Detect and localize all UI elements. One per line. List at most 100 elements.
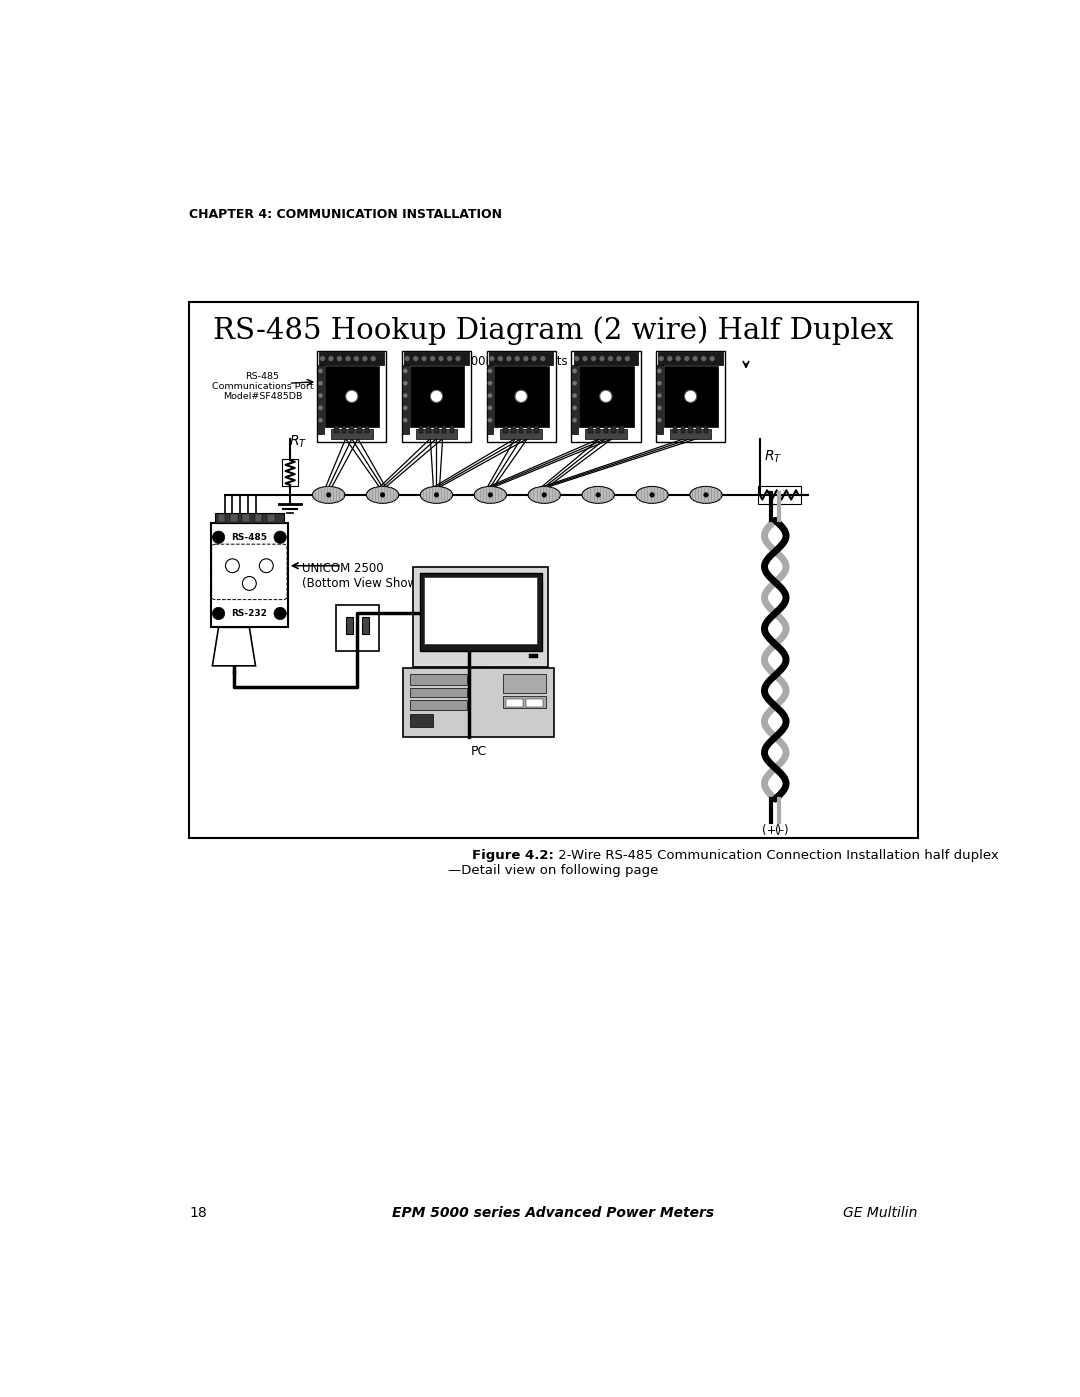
Bar	[511, 426, 516, 433]
Circle shape	[328, 356, 334, 362]
Circle shape	[591, 356, 596, 362]
Circle shape	[488, 369, 492, 373]
Circle shape	[274, 608, 286, 620]
Bar	[495, 366, 549, 427]
Circle shape	[488, 381, 492, 386]
Circle shape	[650, 493, 654, 497]
Bar	[527, 426, 531, 433]
Bar	[330, 429, 373, 439]
Bar	[419, 573, 542, 651]
Bar	[341, 426, 347, 433]
Bar	[434, 426, 438, 433]
Bar	[404, 352, 469, 365]
Circle shape	[405, 356, 410, 362]
Bar	[457, 678, 503, 683]
Bar	[267, 514, 274, 522]
Circle shape	[403, 393, 407, 398]
Bar	[414, 567, 549, 666]
Bar	[218, 514, 226, 522]
Bar	[670, 429, 712, 439]
Bar	[211, 524, 288, 627]
Circle shape	[213, 608, 225, 620]
Circle shape	[704, 493, 708, 497]
Bar	[503, 426, 508, 433]
Bar	[350, 426, 354, 433]
Circle shape	[353, 356, 359, 362]
Bar	[518, 426, 524, 433]
Ellipse shape	[366, 486, 399, 503]
Bar	[656, 351, 725, 441]
Circle shape	[572, 393, 577, 398]
Polygon shape	[213, 627, 256, 666]
Circle shape	[573, 356, 579, 362]
Bar	[189, 302, 918, 838]
Bar	[449, 426, 455, 433]
Circle shape	[403, 405, 407, 411]
Bar	[409, 366, 464, 427]
Text: RS-485 Hookup Diagram (2 wire) Half Duplex: RS-485 Hookup Diagram (2 wire) Half Dupl…	[213, 316, 894, 345]
Circle shape	[413, 356, 418, 362]
Bar	[318, 365, 324, 434]
Circle shape	[438, 356, 444, 362]
Circle shape	[274, 531, 286, 543]
Ellipse shape	[474, 486, 507, 503]
Bar	[571, 365, 578, 434]
Bar	[673, 426, 677, 433]
Bar	[242, 514, 251, 522]
Bar	[325, 366, 379, 427]
Bar	[658, 352, 723, 365]
Circle shape	[572, 418, 577, 422]
Bar	[758, 486, 800, 504]
Circle shape	[337, 356, 342, 362]
Text: $R_T$: $R_T$	[288, 434, 307, 450]
Ellipse shape	[636, 486, 669, 503]
Bar	[619, 426, 623, 433]
Bar	[362, 617, 369, 634]
Bar	[471, 666, 489, 678]
Text: EPM 5000 series Advanced Power Meters: EPM 5000 series Advanced Power Meters	[392, 1206, 715, 1220]
Bar	[334, 426, 339, 433]
Text: RS-485: RS-485	[231, 532, 268, 542]
Text: $R_T$: $R_T$	[764, 448, 782, 465]
Circle shape	[624, 356, 630, 362]
Circle shape	[362, 356, 367, 362]
Circle shape	[489, 356, 495, 362]
Circle shape	[701, 356, 706, 362]
Bar	[442, 426, 446, 433]
Circle shape	[488, 493, 492, 497]
Circle shape	[540, 356, 545, 362]
Circle shape	[319, 381, 323, 386]
Bar	[571, 351, 640, 441]
Text: 5300P Instruments (rear view): 5300P Instruments (rear view)	[456, 355, 636, 367]
Bar	[589, 426, 593, 433]
Bar	[365, 426, 369, 433]
Text: (+): (+)	[761, 824, 781, 837]
Circle shape	[657, 393, 662, 398]
Ellipse shape	[690, 486, 723, 503]
Circle shape	[403, 369, 407, 373]
Bar	[427, 426, 431, 433]
Text: 18: 18	[189, 1206, 207, 1220]
Circle shape	[346, 356, 351, 362]
Circle shape	[582, 356, 588, 362]
Circle shape	[572, 381, 577, 386]
Bar	[489, 352, 553, 365]
Bar	[680, 426, 685, 433]
Circle shape	[430, 390, 443, 402]
Circle shape	[421, 356, 427, 362]
Circle shape	[319, 369, 323, 373]
Bar	[611, 426, 616, 433]
Bar	[409, 700, 468, 710]
Ellipse shape	[420, 486, 453, 503]
Circle shape	[403, 381, 407, 386]
Circle shape	[498, 356, 503, 362]
Bar	[402, 365, 408, 434]
Ellipse shape	[582, 486, 615, 503]
Text: RS-485
Communications Port
Model#SF485DB: RS-485 Communications Port Model#SF485DB	[212, 372, 313, 401]
Circle shape	[447, 356, 453, 362]
Text: 2-Wire RS-485 Communication Connection Installation half duplex: 2-Wire RS-485 Communication Connection I…	[554, 849, 999, 862]
Bar	[409, 689, 468, 697]
Circle shape	[599, 390, 612, 402]
Bar	[320, 352, 384, 365]
Bar	[585, 429, 626, 439]
